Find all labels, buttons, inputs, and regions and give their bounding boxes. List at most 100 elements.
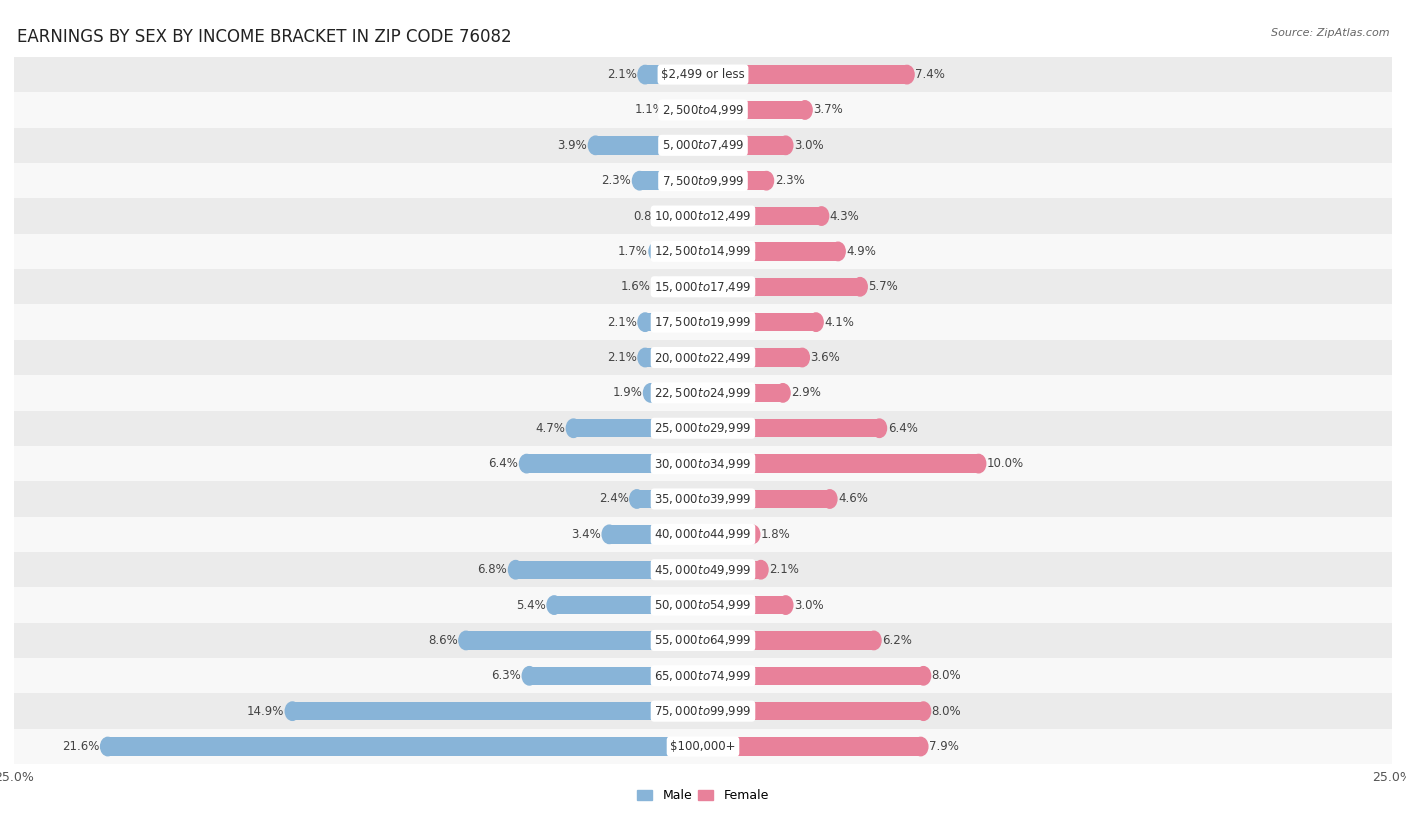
Bar [14, 693, 1392, 729]
Bar [703, 242, 838, 261]
Bar [703, 702, 924, 720]
Bar [554, 596, 703, 615]
Text: $17,500 to $19,999: $17,500 to $19,999 [654, 315, 752, 329]
Text: 8.0%: 8.0% [932, 669, 962, 682]
Bar [465, 631, 703, 650]
Bar [703, 207, 821, 225]
Bar [530, 667, 703, 685]
Bar [14, 446, 1392, 481]
Text: $55,000 to $64,999: $55,000 to $64,999 [654, 633, 752, 647]
Text: 2.3%: 2.3% [775, 174, 804, 187]
Bar [672, 101, 703, 120]
Circle shape [101, 737, 115, 756]
Circle shape [285, 702, 299, 720]
Bar [703, 313, 815, 332]
Circle shape [853, 277, 868, 296]
Bar [14, 623, 1392, 659]
Bar [645, 65, 703, 84]
Text: 3.0%: 3.0% [794, 598, 824, 611]
Circle shape [794, 348, 810, 367]
Bar [703, 384, 783, 402]
Text: 2.4%: 2.4% [599, 493, 628, 506]
Bar [703, 631, 875, 650]
Bar [14, 411, 1392, 446]
Text: 2.1%: 2.1% [607, 315, 637, 328]
Bar [14, 233, 1392, 269]
Text: $25,000 to $29,999: $25,000 to $29,999 [654, 421, 752, 435]
Circle shape [900, 65, 914, 84]
Bar [703, 454, 979, 473]
Text: 6.4%: 6.4% [887, 422, 918, 435]
Circle shape [567, 419, 581, 437]
Circle shape [914, 737, 928, 756]
Bar [703, 596, 786, 615]
Bar [14, 57, 1392, 92]
Bar [703, 560, 761, 579]
Text: $30,000 to $34,999: $30,000 to $34,999 [654, 457, 752, 471]
Text: 7.4%: 7.4% [915, 68, 945, 81]
Text: 1.8%: 1.8% [761, 528, 790, 541]
Bar [292, 702, 703, 720]
Text: 1.6%: 1.6% [621, 280, 651, 293]
Bar [703, 136, 786, 154]
Text: 1.7%: 1.7% [619, 245, 648, 258]
Circle shape [823, 489, 837, 508]
Bar [703, 737, 921, 756]
Bar [637, 489, 703, 508]
Text: 2.9%: 2.9% [792, 386, 821, 399]
Circle shape [972, 454, 986, 473]
Text: 4.7%: 4.7% [536, 422, 565, 435]
Text: 14.9%: 14.9% [246, 705, 284, 718]
Bar [703, 65, 907, 84]
Circle shape [602, 525, 616, 544]
Bar [703, 277, 860, 296]
Bar [108, 737, 703, 756]
Circle shape [633, 172, 647, 190]
Bar [14, 659, 1392, 693]
Bar [659, 277, 703, 296]
Bar [14, 340, 1392, 375]
Bar [609, 525, 703, 544]
Bar [657, 242, 703, 261]
Circle shape [458, 631, 474, 650]
Circle shape [509, 560, 523, 579]
Text: 6.2%: 6.2% [882, 634, 912, 647]
Text: 3.7%: 3.7% [813, 103, 844, 116]
Bar [645, 348, 703, 367]
Text: 8.6%: 8.6% [427, 634, 458, 647]
Circle shape [917, 702, 931, 720]
Text: 4.3%: 4.3% [830, 210, 859, 223]
Text: $12,500 to $14,999: $12,500 to $14,999 [654, 245, 752, 259]
Circle shape [671, 207, 686, 225]
Bar [516, 560, 703, 579]
Circle shape [588, 136, 603, 154]
Bar [645, 313, 703, 332]
Text: $65,000 to $74,999: $65,000 to $74,999 [654, 669, 752, 683]
Bar [14, 128, 1392, 163]
Circle shape [745, 525, 759, 544]
Circle shape [638, 65, 652, 84]
Text: $2,500 to $4,999: $2,500 to $4,999 [662, 103, 744, 117]
Text: 2.1%: 2.1% [607, 351, 637, 364]
Text: $75,000 to $99,999: $75,000 to $99,999 [654, 704, 752, 718]
Circle shape [776, 384, 790, 402]
Text: 4.6%: 4.6% [838, 493, 868, 506]
Bar [14, 517, 1392, 552]
Text: $35,000 to $39,999: $35,000 to $39,999 [654, 492, 752, 506]
Circle shape [522, 667, 537, 685]
Bar [596, 136, 703, 154]
Circle shape [650, 242, 664, 261]
Bar [703, 489, 830, 508]
Text: 6.3%: 6.3% [491, 669, 522, 682]
Text: 2.1%: 2.1% [607, 68, 637, 81]
Text: $20,000 to $22,499: $20,000 to $22,499 [654, 350, 752, 364]
Text: 5.7%: 5.7% [869, 280, 898, 293]
Circle shape [759, 172, 773, 190]
Text: $45,000 to $49,999: $45,000 to $49,999 [654, 563, 752, 576]
Circle shape [547, 596, 561, 615]
Text: 6.8%: 6.8% [478, 563, 508, 576]
Text: 3.6%: 3.6% [810, 351, 841, 364]
Text: 8.0%: 8.0% [932, 705, 962, 718]
Text: 3.9%: 3.9% [558, 139, 588, 152]
Bar [527, 454, 703, 473]
